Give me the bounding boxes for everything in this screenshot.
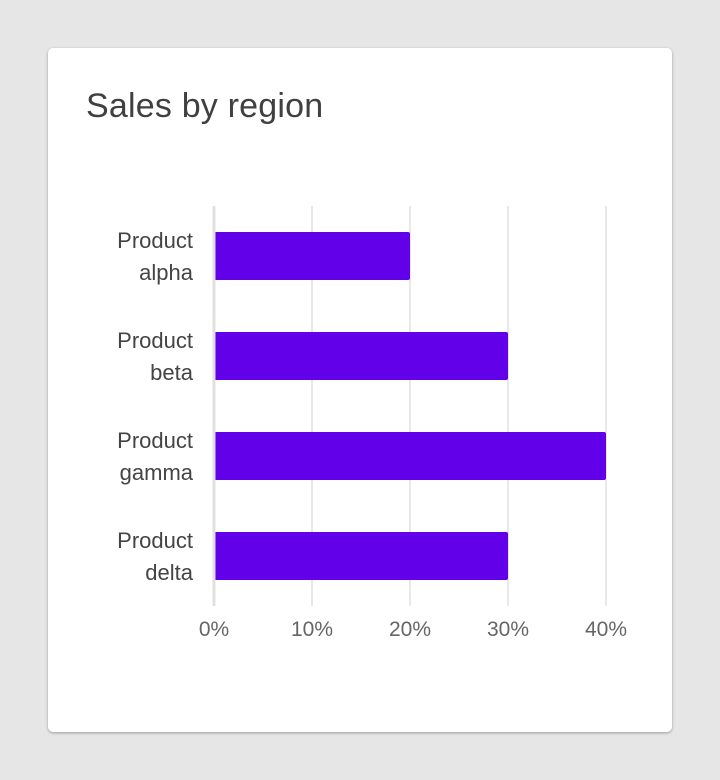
category-label-1-0: Product (117, 328, 193, 353)
category-label-0-0: Product (117, 228, 193, 253)
bar-2 (214, 432, 606, 480)
category-label-2-1: gamma (120, 460, 194, 485)
category-label-0-1: alpha (139, 260, 194, 285)
bar-chart: Product alpha Product beta Product gamma Produ… (117, 206, 627, 641)
x-tick-label-4: 40% (585, 618, 627, 641)
x-tick-label-2: 20% (389, 618, 431, 641)
chart-title: Sales by region (86, 87, 324, 125)
category-label-3-1: delta (145, 560, 193, 585)
category-label-1-1: beta (150, 360, 194, 385)
x-tick-label-1: 10% (291, 618, 333, 641)
category-label-2-0: Product (117, 428, 193, 453)
x-tick-label-3: 30% (487, 618, 529, 641)
bar-3 (214, 532, 508, 580)
bar-1 (214, 332, 508, 380)
bar-0 (214, 232, 410, 280)
category-label-3-0: Product (117, 528, 193, 553)
x-tick-label-0: 0% (199, 618, 229, 641)
chart-card: Sales by region Product alpha Product beta P… (48, 48, 672, 732)
